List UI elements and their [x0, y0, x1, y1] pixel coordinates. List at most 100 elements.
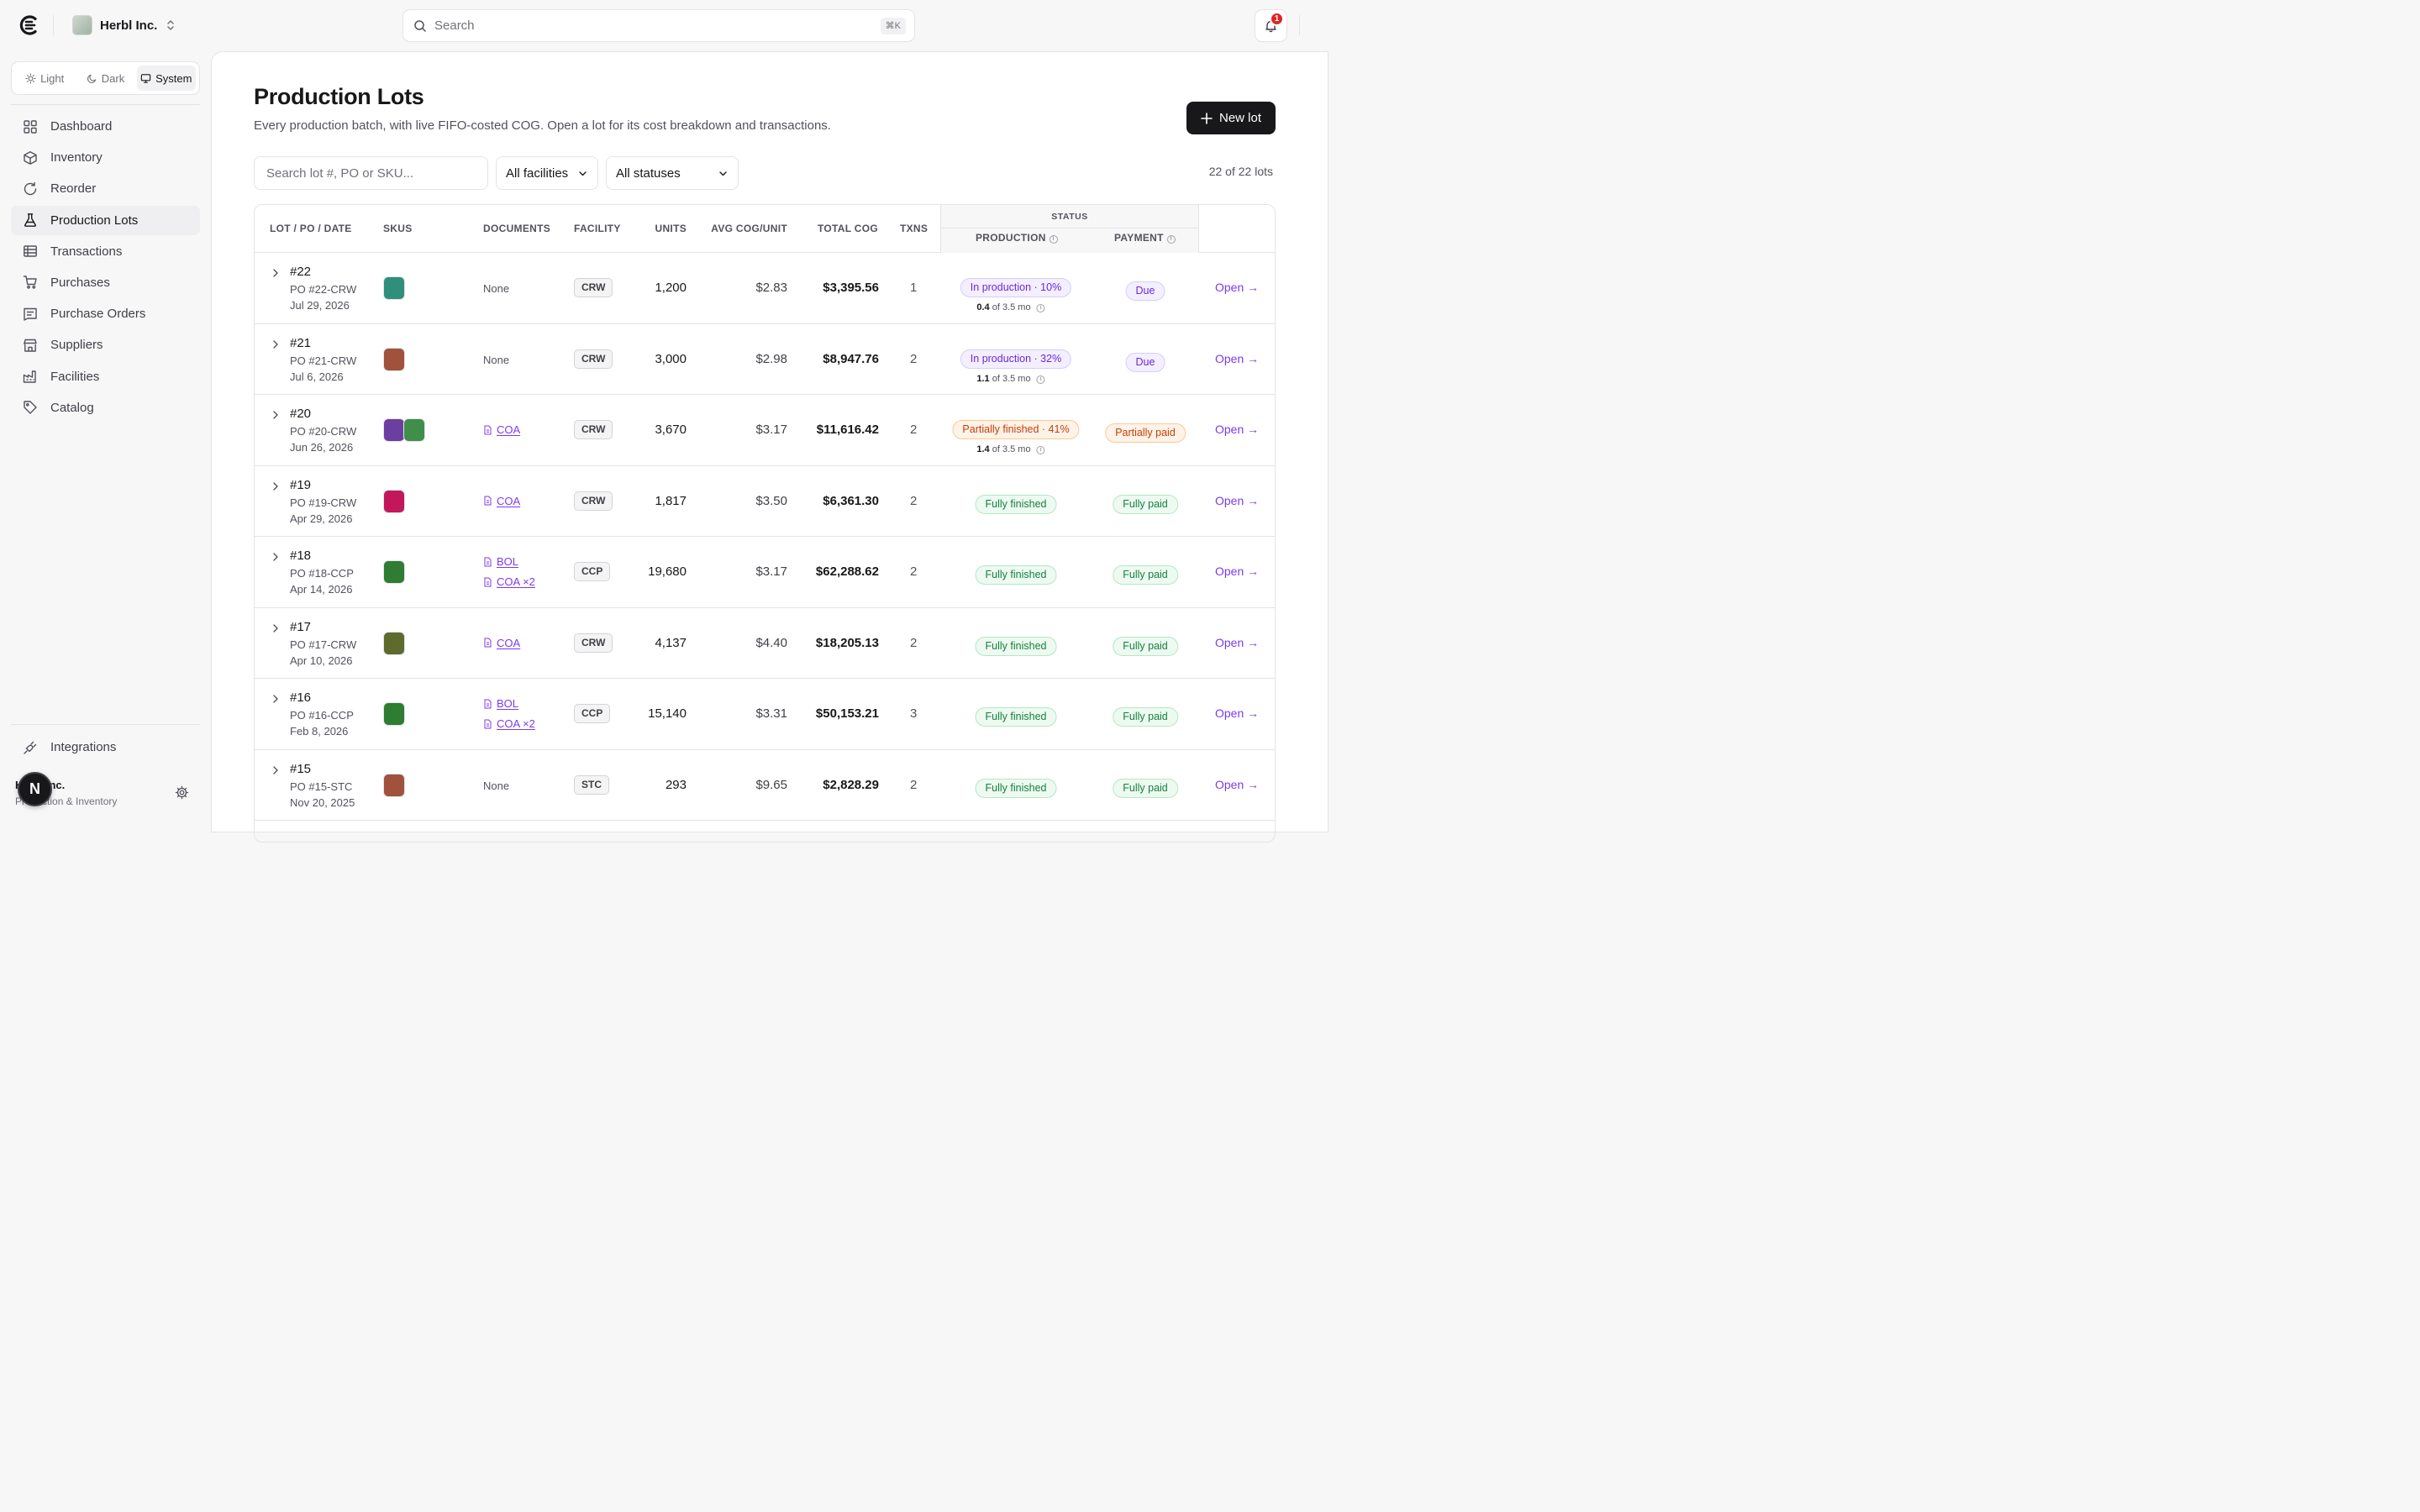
new-lot-button[interactable]: New lot	[1186, 102, 1276, 134]
open-lot-link[interactable]: Open →	[1215, 351, 1260, 365]
theme-switcher: Light Dark System	[11, 61, 200, 95]
facility-filter-select[interactable]: All facilities	[496, 156, 598, 190]
notification-count-badge: 1	[1270, 12, 1284, 26]
sku-thumbnail[interactable]	[383, 560, 405, 584]
sidebar-item-label: Suppliers	[50, 338, 103, 353]
user-avatar-button[interactable]: N	[18, 772, 52, 806]
units-value: 15,140	[648, 706, 687, 721]
org-avatar	[72, 15, 92, 35]
moon-icon	[87, 74, 97, 83]
document-label: COA	[497, 423, 521, 436]
gear-icon[interactable]	[175, 785, 189, 800]
chevron-right-icon[interactable]	[271, 552, 281, 562]
sku-thumbnail[interactable]	[383, 347, 405, 371]
column-header-total-cog[interactable]: TOTAL COG	[817, 223, 878, 234]
po-number: PO #18-CCP	[290, 567, 354, 580]
column-header-documents[interactable]: DOCUMENTS	[483, 223, 551, 234]
sidebar-item-facilities[interactable]: Facilities	[11, 362, 200, 391]
theme-light-button[interactable]: Light	[15, 66, 74, 91]
info-icon[interactable]: i	[1036, 304, 1045, 312]
info-icon[interactable]: i	[1036, 375, 1045, 384]
info-icon[interactable]: i	[1049, 235, 1058, 244]
document-link[interactable]: BOL	[483, 555, 518, 568]
status-filter-select[interactable]: All statuses	[606, 156, 739, 190]
chevron-right-icon[interactable]	[271, 268, 281, 278]
global-search-input[interactable]: Search ⌘K	[402, 9, 915, 42]
document-link[interactable]: COA	[483, 637, 520, 649]
txn-count: 2	[910, 635, 918, 650]
org-switcher[interactable]: Herbl Inc.	[72, 13, 176, 37]
progress-done: 1.1	[976, 373, 990, 384]
sku-thumbnail[interactable]	[383, 631, 405, 655]
sidebar-item-inventory[interactable]: Inventory	[11, 143, 200, 172]
chevron-right-icon[interactable]	[271, 339, 281, 349]
sku-thumbnail[interactable]	[383, 702, 405, 726]
info-icon[interactable]: i	[1036, 446, 1045, 454]
chevron-right-icon[interactable]	[271, 623, 281, 633]
open-lot-link[interactable]: Open →	[1215, 493, 1260, 507]
divider	[1299, 15, 1300, 35]
document-link[interactable]: COA	[483, 423, 520, 436]
lot-date: Feb 8, 2026	[290, 725, 349, 738]
chevron-right-icon[interactable]	[271, 694, 281, 704]
progress-done: 1.4	[976, 444, 990, 454]
sku-thumbnail[interactable]	[383, 276, 405, 300]
chevron-right-icon[interactable]	[271, 765, 281, 775]
table-row[interactable]: #21 PO #21-CRW Jul 6, 2026 None CRW 3,000 $2.9…	[255, 324, 1275, 395]
sku-thumbnail[interactable]	[383, 773, 405, 797]
app-logo-icon[interactable]	[18, 14, 40, 36]
document-link[interactable]: COA	[483, 495, 520, 507]
sidebar-item-production-lots[interactable]: Production Lots	[11, 205, 200, 235]
sidebar-item-dashboard[interactable]: Dashboard	[11, 112, 200, 141]
sku-thumbnail[interactable]	[383, 489, 405, 513]
sku-thumbnail[interactable]	[383, 418, 405, 442]
open-lot-link[interactable]: Open →	[1215, 706, 1260, 720]
table-row[interactable]: #16 PO #16-CCP Feb 8, 2026 BOL COA ×2 CCP 15,1…	[255, 679, 1275, 750]
table-row[interactable]: #17 PO #17-CRW Apr 10, 2026 COA CRW 4,137 $4.4…	[255, 608, 1275, 679]
sidebar-item-transactions[interactable]: Transactions	[11, 237, 200, 266]
sidebar-item-integrations[interactable]: Integrations	[11, 732, 200, 762]
open-lot-link[interactable]: Open →	[1215, 564, 1260, 578]
table-row[interactable]: #22 PO #22-CRW Jul 29, 2026 None CRW 1,200 $2.…	[255, 253, 1275, 324]
column-header-production[interactable]: PRODUCTION i	[976, 232, 1058, 244]
column-header-lot[interactable]: LOT / PO / DATE	[270, 223, 352, 234]
open-lot-link[interactable]: Open →	[1215, 281, 1260, 294]
avg-cog-value: $3.31	[755, 706, 787, 721]
open-lot-link[interactable]: Open →	[1215, 635, 1260, 649]
chevron-right-icon[interactable]	[271, 481, 281, 491]
sidebar-item-catalog[interactable]: Catalog	[11, 393, 200, 423]
table-row[interactable]: #18 PO #18-CCP Apr 14, 2026 BOL COA ×2 CCP 19,…	[255, 537, 1275, 608]
open-lot-link[interactable]: Open →	[1215, 777, 1260, 791]
progress-total: of 3.5 mo	[992, 302, 1031, 312]
sidebar-item-purchase-orders[interactable]: Purchase Orders	[11, 299, 200, 328]
table-row[interactable]: #15 PO #15-STC Nov 20, 2025 None STC 293 $9.65…	[255, 750, 1275, 821]
document-link[interactable]: BOL	[483, 697, 518, 710]
table-row[interactable]: #20 PO #20-CRW Jun 26, 2026 COA CRW 3,670 $3.1…	[255, 395, 1275, 466]
column-header-facility[interactable]: FACILITY	[574, 223, 621, 234]
txn-count: 2	[910, 493, 918, 508]
lot-number: #20	[290, 407, 312, 421]
column-header-units[interactable]: UNITS	[655, 223, 687, 234]
payment-status-badge: Due	[1125, 352, 1165, 372]
document-link[interactable]: COA ×2	[483, 717, 535, 730]
sidebar-item-purchases[interactable]: Purchases	[11, 268, 200, 297]
grid-icon	[24, 119, 37, 134]
column-header-avg-cog[interactable]: AVG COG/UNIT	[711, 223, 787, 234]
theme-dark-button[interactable]: Dark	[76, 66, 134, 91]
info-icon[interactable]: i	[1166, 235, 1176, 244]
sidebar-item-label: Production Lots	[50, 213, 139, 228]
column-header-skus[interactable]: SKUS	[383, 223, 413, 234]
column-header-payment[interactable]: PAYMENT i	[1114, 232, 1176, 244]
theme-system-button[interactable]: System	[136, 66, 196, 91]
open-lot-link[interactable]: Open →	[1215, 423, 1260, 436]
file-icon	[484, 638, 492, 648]
column-header-txns[interactable]: TXNS	[900, 223, 929, 234]
lot-search-input[interactable]: Search lot #, PO or SKU...	[254, 156, 488, 190]
chevron-right-icon[interactable]	[271, 410, 281, 420]
document-link[interactable]: COA ×2	[483, 575, 535, 588]
table-row[interactable]: #19 PO #19-CRW Apr 29, 2026 COA CRW 1,817 $3.5…	[255, 466, 1275, 537]
sidebar-item-reorder[interactable]: Reorder	[11, 174, 200, 203]
store-icon	[24, 339, 37, 352]
sidebar-item-suppliers[interactable]: Suppliers	[11, 330, 200, 360]
sku-thumbnail[interactable]	[403, 418, 425, 442]
